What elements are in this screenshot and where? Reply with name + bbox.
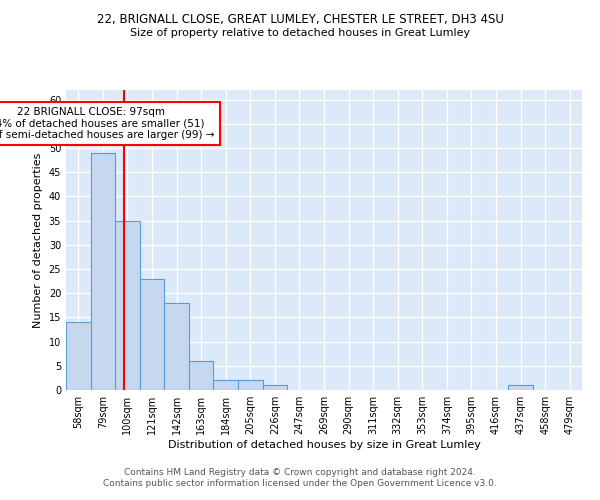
Bar (66, 322, 91, 390)
Text: 22, BRIGNALL CLOSE, GREAT LUMLEY, CHESTER LE STREET, DH3 4SU: 22, BRIGNALL CLOSE, GREAT LUMLEY, CHESTE… (97, 12, 503, 26)
Bar (91, 153, 115, 390)
Text: 22 BRIGNALL CLOSE: 97sqm
← 34% of detached houses are smaller (51)
66% of semi-d: 22 BRIGNALL CLOSE: 97sqm ← 34% of detach… (0, 107, 215, 140)
Bar (115, 220, 140, 390)
Bar (263, 385, 287, 390)
Bar (164, 303, 189, 390)
Text: Size of property relative to detached houses in Great Lumley: Size of property relative to detached ho… (130, 28, 470, 38)
Bar (508, 385, 533, 390)
Y-axis label: Number of detached properties: Number of detached properties (33, 152, 43, 328)
X-axis label: Distribution of detached houses by size in Great Lumley: Distribution of detached houses by size … (167, 440, 481, 450)
Bar (189, 361, 214, 390)
Bar (238, 380, 263, 390)
Text: Contains HM Land Registry data © Crown copyright and database right 2024.
Contai: Contains HM Land Registry data © Crown c… (103, 468, 497, 487)
Bar (140, 278, 164, 390)
Bar (214, 380, 238, 390)
